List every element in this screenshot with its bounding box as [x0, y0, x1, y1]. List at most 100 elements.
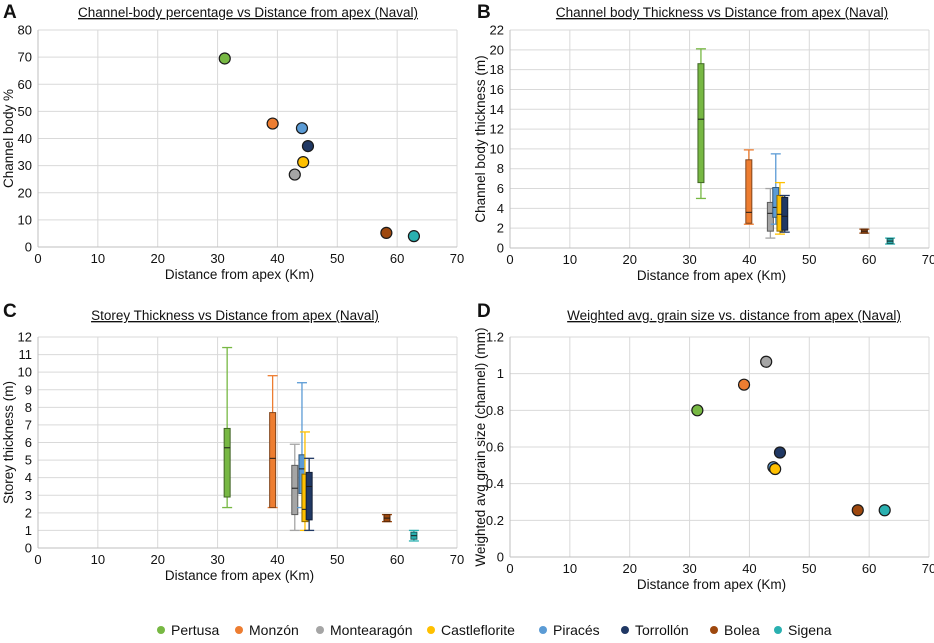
x-tick-label: 0 — [34, 552, 41, 567]
x-tick-label: 60 — [862, 252, 876, 267]
chart-title: Storey Thickness vs Distance from apex (… — [91, 308, 379, 323]
x-tick-label: 20 — [150, 552, 164, 567]
x-tick-label: 60 — [390, 251, 404, 266]
box-montearagon — [291, 464, 299, 516]
x-tick-label: 0 — [34, 251, 41, 266]
y-tick-label: 20 — [490, 42, 504, 57]
x-tick-label: 30 — [210, 552, 224, 567]
y-tick-label: 20 — [18, 185, 32, 200]
point-monzon — [737, 378, 751, 391]
y-tick-label: 1 — [497, 366, 504, 381]
box-torrollon — [781, 196, 789, 231]
y-tick-label: 22 — [490, 23, 504, 38]
point-sigena — [407, 230, 421, 243]
legend-marker-pertusa — [157, 626, 165, 634]
x-tick-label: 10 — [563, 561, 577, 576]
x-tick-label: 20 — [150, 251, 164, 266]
y-tick-label: 0 — [25, 541, 32, 556]
y-tick-label: 2 — [497, 221, 504, 236]
y-tick-label: 4 — [25, 470, 32, 485]
legend-label-montearagon: Montearagón — [330, 622, 413, 638]
y-tick-label: 1 — [25, 523, 32, 538]
x-tick-label: 30 — [682, 252, 696, 267]
point-castleflorite — [297, 155, 310, 169]
x-tick-label: 50 — [802, 561, 816, 576]
y-tick-label: 10 — [18, 365, 32, 380]
point-pertusa — [691, 404, 704, 417]
y-tick-label: 14 — [490, 102, 504, 117]
x-tick-label: 50 — [802, 252, 816, 267]
chart-title: Channel body Thickness vs Distance from … — [556, 5, 888, 20]
point-montearagon — [760, 355, 773, 368]
y-tick-label: 18 — [490, 62, 504, 77]
point-piraces — [295, 122, 309, 135]
x-tick-label: 70 — [450, 251, 464, 266]
y-tick-label: 50 — [18, 104, 32, 119]
y-axis-label: Channel body % — [1, 89, 16, 188]
y-tick-label: 70 — [18, 50, 32, 65]
y-axis-label: Weighted avg grain size (channel) (mm) — [473, 327, 488, 566]
legend-label-castleflorite: Castleflorite — [441, 622, 515, 638]
x-tick-label: 40 — [270, 251, 284, 266]
y-tick-label: 1.2 — [486, 330, 504, 345]
box-torrollon — [305, 471, 313, 521]
point-monzon — [266, 117, 279, 130]
x-tick-label: 70 — [450, 552, 464, 567]
y-tick-label: 0.8 — [486, 403, 504, 418]
y-tick-label: 6 — [25, 435, 32, 450]
x-axis-label: Distance from apex (Km) — [165, 267, 314, 282]
y-tick-label: 3 — [25, 488, 32, 503]
y-tick-label: 0 — [497, 550, 504, 565]
x-tick-label: 40 — [742, 252, 756, 267]
y-tick-label: 12 — [18, 330, 32, 345]
box-monzon — [269, 412, 277, 509]
x-tick-label: 60 — [390, 552, 404, 567]
panel-letter: D — [477, 301, 491, 322]
y-tick-label: 0.2 — [486, 513, 504, 528]
x-tick-label: 10 — [91, 552, 105, 567]
legend-label-bolea: Bolea — [724, 622, 760, 638]
legend-marker-bolea — [710, 626, 718, 634]
x-tick-label: 70 — [922, 561, 934, 576]
box-pertusa — [223, 427, 231, 498]
y-tick-label: 60 — [18, 77, 32, 92]
box-monzon — [745, 159, 753, 224]
x-tick-label: 60 — [862, 561, 876, 576]
y-tick-label: 6 — [497, 181, 504, 196]
x-tick-label: 30 — [210, 251, 224, 266]
legend-marker-torrollon — [621, 626, 629, 634]
x-tick-label: 20 — [622, 252, 636, 267]
legend: Pertusa Monzón Montearagón Castleflorite Pir… — [157, 622, 832, 638]
chart-title: Weighted avg. grain size vs. distance fr… — [567, 308, 901, 323]
y-tick-label: 8 — [25, 400, 32, 415]
y-tick-label: 4 — [497, 201, 504, 216]
x-tick-label: 70 — [922, 252, 934, 267]
y-tick-label: 16 — [490, 82, 504, 97]
x-tick-label: 30 — [682, 561, 696, 576]
point-torrollon — [773, 446, 787, 459]
y-tick-label: 9 — [25, 382, 32, 397]
y-tick-label: 40 — [18, 131, 32, 146]
x-tick-label: 50 — [330, 552, 344, 567]
y-tick-label: 12 — [490, 122, 504, 137]
point-sigena — [878, 504, 891, 517]
legend-label-piraces: Piracés — [553, 622, 600, 638]
legend-label-monzon: Monzón — [249, 622, 299, 638]
y-tick-label: 8 — [497, 161, 504, 176]
panel-letter: A — [3, 2, 17, 23]
point-bolea — [851, 504, 864, 517]
y-tick-label: 0 — [497, 241, 504, 256]
x-tick-label: 0 — [506, 252, 513, 267]
panel-a: A Channel-body percentage vs Distance fro… — [1, 2, 464, 282]
y-tick-label: 11 — [19, 347, 33, 362]
legend-marker-sigena — [774, 626, 782, 634]
y-tick-label: 5 — [25, 453, 32, 468]
x-axis-label: Distance from apex (Km) — [637, 577, 786, 592]
y-tick-label: 7 — [25, 417, 32, 432]
point-montearagon — [288, 168, 301, 181]
y-tick-label: 0.6 — [486, 440, 504, 455]
x-tick-label: 10 — [91, 251, 105, 266]
box-pertusa — [697, 63, 705, 184]
legend-marker-montearagon — [316, 626, 324, 634]
x-tick-label: 0 — [506, 561, 513, 576]
